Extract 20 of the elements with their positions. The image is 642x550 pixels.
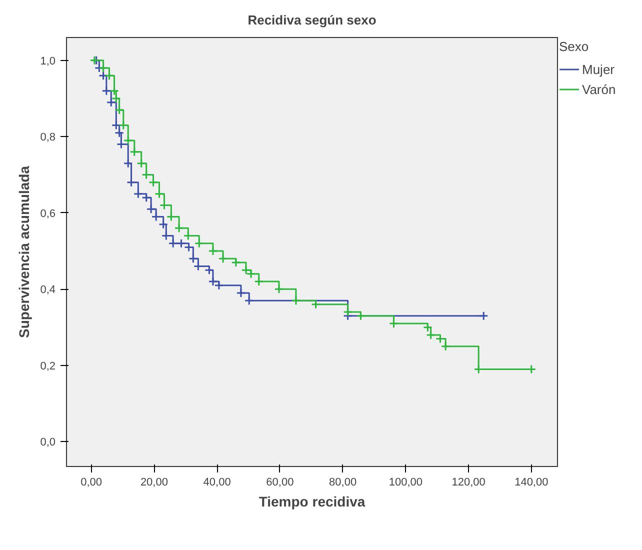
- y-tick-label: 1,0: [40, 55, 56, 68]
- x-tick-label: 140,00: [514, 476, 548, 488]
- legend-title: Sexo: [559, 39, 590, 54]
- x-axis-title: Tiempo recidiva: [258, 494, 366, 510]
- x-tick-label: 20,00: [140, 476, 168, 488]
- x-tick-label: 80,00: [329, 476, 357, 488]
- y-tick-label: 0,0: [40, 436, 56, 449]
- x-tick-label: 60,00: [266, 476, 294, 488]
- legend-label: Varón: [582, 82, 616, 96]
- x-tick-label: 120,00: [452, 476, 486, 488]
- y-tick-label: 0,6: [40, 208, 56, 220]
- x-tick-label: 40,00: [203, 476, 231, 488]
- y-axis-title: Supervivencia acumulada: [16, 166, 32, 338]
- legend-label: Mujer: [582, 62, 615, 76]
- y-tick-label: 0,4: [40, 284, 56, 296]
- y-tick-label: 0,2: [40, 360, 56, 372]
- x-tick-label: 0,00: [80, 476, 102, 488]
- x-tick-label: 100,00: [388, 476, 423, 488]
- chart-title: Recidiva según sexo: [248, 12, 376, 28]
- y-tick-label: 0,8: [40, 132, 56, 144]
